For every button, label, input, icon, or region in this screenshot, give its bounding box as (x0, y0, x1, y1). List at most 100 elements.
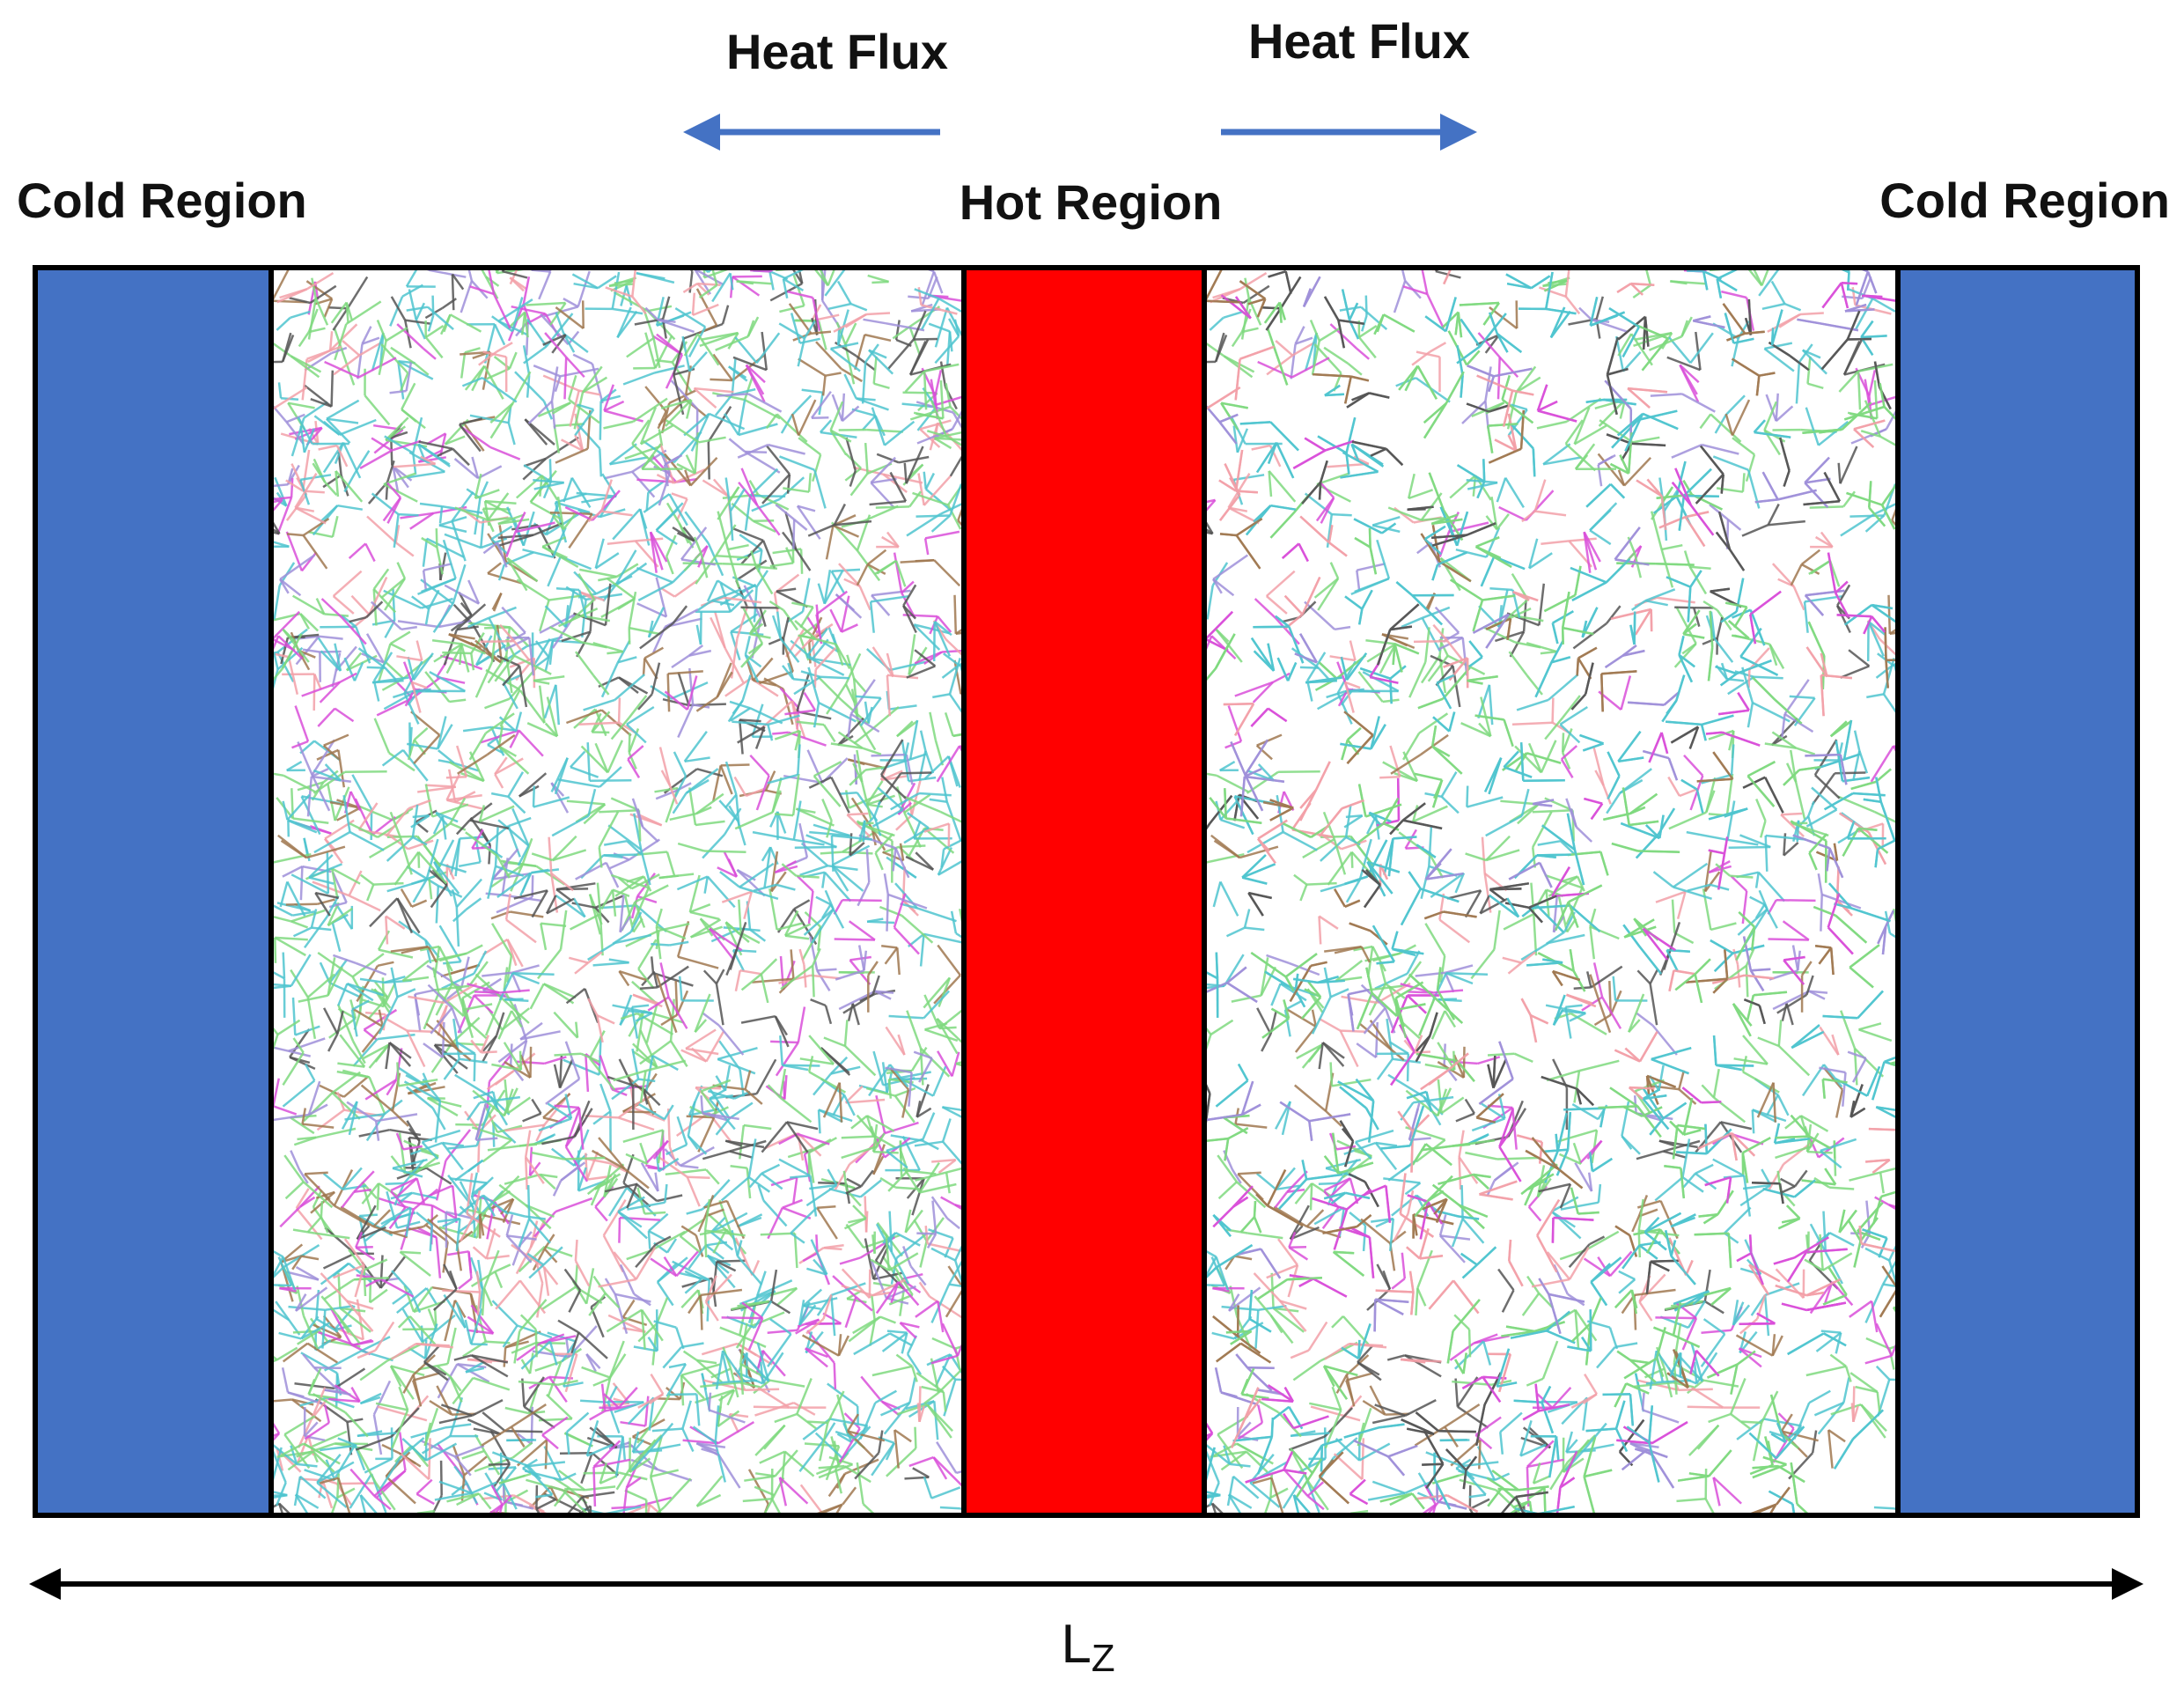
bond (635, 1243, 657, 1269)
bond (639, 622, 674, 650)
bond (678, 976, 683, 1001)
bond (627, 1201, 665, 1211)
bond (392, 1167, 423, 1178)
bond (390, 431, 408, 439)
bond (449, 313, 482, 333)
bond (526, 375, 531, 398)
bond (372, 1225, 408, 1239)
bond (563, 298, 579, 308)
bond (331, 515, 339, 538)
bond (938, 858, 964, 876)
bond (353, 1338, 372, 1346)
bond (412, 1374, 423, 1407)
bond (673, 336, 686, 375)
bond (459, 424, 491, 449)
bond (895, 1186, 921, 1190)
bond (724, 761, 738, 795)
bond (893, 926, 920, 955)
bond (548, 640, 555, 666)
bond (507, 1096, 532, 1115)
bond (830, 742, 863, 749)
bond (604, 1278, 616, 1295)
bond (795, 672, 811, 712)
bond (683, 333, 699, 357)
bond (415, 1492, 435, 1506)
bond (657, 1263, 678, 1283)
bond (704, 1275, 717, 1303)
bond (364, 1079, 397, 1101)
bond (573, 1108, 593, 1138)
bond (386, 836, 414, 862)
bond (412, 1372, 440, 1381)
bond (396, 562, 407, 579)
bond (286, 413, 305, 424)
bond (829, 401, 844, 431)
bond (390, 945, 429, 953)
bond (451, 490, 474, 522)
bond (438, 991, 465, 1017)
bond (323, 420, 341, 436)
bond (737, 399, 746, 436)
bond (951, 405, 964, 430)
bond (278, 1331, 302, 1340)
bond (643, 493, 671, 513)
bond (951, 1051, 960, 1077)
bond (336, 1473, 340, 1498)
bond (299, 1185, 320, 1208)
bond (815, 895, 832, 906)
bond (599, 1475, 617, 1484)
bond (856, 397, 889, 411)
bond (354, 450, 371, 473)
bond (550, 401, 556, 429)
bond (680, 1225, 697, 1236)
bond (462, 726, 492, 733)
bond (528, 637, 535, 676)
bond (649, 532, 658, 573)
bond (455, 1041, 476, 1055)
bond (659, 962, 670, 998)
bond (445, 643, 464, 674)
bond (451, 1185, 458, 1223)
bond (514, 371, 545, 402)
bond (471, 829, 484, 850)
bond (285, 902, 318, 906)
bond (594, 1205, 608, 1222)
bond (388, 834, 409, 851)
bond (780, 964, 813, 991)
bond (538, 1117, 572, 1132)
bond (884, 420, 916, 446)
bond (865, 780, 884, 806)
bond (918, 1281, 931, 1298)
bond (923, 990, 951, 1020)
bond (823, 871, 852, 902)
bond (785, 547, 795, 564)
bond (617, 656, 637, 664)
bond (282, 865, 303, 878)
bond (285, 531, 304, 571)
bond (643, 646, 665, 659)
bond (342, 1184, 367, 1191)
bond (791, 700, 806, 738)
bond (805, 627, 828, 658)
bond (374, 1043, 390, 1063)
bond (449, 963, 481, 976)
bond (561, 438, 584, 452)
bond (390, 1407, 420, 1438)
bond (831, 834, 872, 841)
bond (303, 1442, 341, 1465)
bond (908, 1377, 916, 1403)
bond (308, 863, 342, 879)
bond (744, 450, 781, 474)
bond (898, 455, 930, 464)
bond (740, 1014, 776, 1024)
bond (683, 412, 710, 437)
bond (671, 654, 690, 669)
bond (513, 640, 531, 661)
bond (417, 577, 457, 596)
bond (386, 497, 402, 524)
bond (853, 677, 867, 694)
bond (807, 890, 814, 925)
bond (397, 620, 439, 629)
bond (356, 965, 379, 1003)
bond (650, 1469, 679, 1478)
